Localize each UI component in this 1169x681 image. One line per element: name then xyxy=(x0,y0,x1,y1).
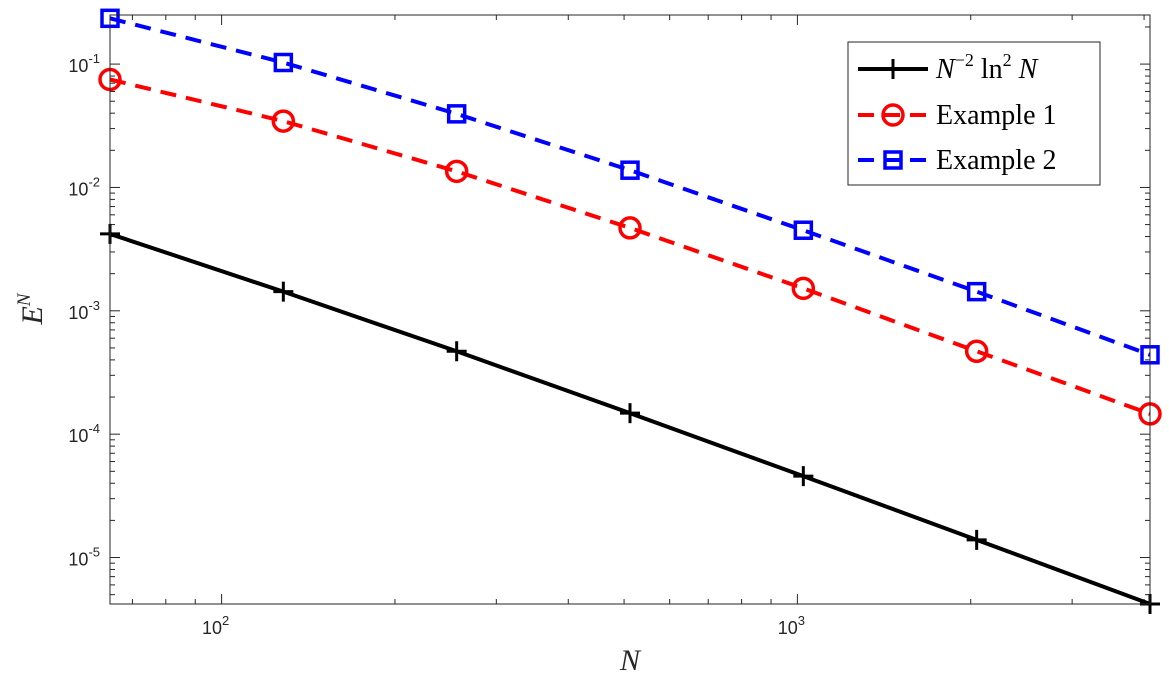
legend-entry-1-exp: −2 xyxy=(955,50,974,70)
legend-sample-2-marker xyxy=(881,103,905,127)
y-tick-label: 10-2 xyxy=(68,174,100,199)
x-tick-label-exp: 3 xyxy=(798,613,805,628)
series-3-point xyxy=(793,220,814,240)
y-tick-label: 10-1 xyxy=(68,51,100,76)
y-tick-label-base: 10 xyxy=(68,303,88,323)
series-1-point xyxy=(966,529,987,550)
y-axis-label: EN xyxy=(14,292,49,325)
plot-frame xyxy=(109,14,1151,605)
y-tick-label-exp: -5 xyxy=(88,545,100,560)
series-3-point xyxy=(620,160,640,180)
y-tick-label: 10-3 xyxy=(68,298,100,323)
y-tick-label-base: 10 xyxy=(68,179,88,199)
legend: N−2 ln2 N Example 1 Example 2 xyxy=(847,41,1101,186)
series-2 xyxy=(98,67,1162,426)
y-tick-label-base: 10 xyxy=(68,56,88,76)
legend-entry-1: N−2 ln2 N xyxy=(935,50,1039,85)
major-ticks xyxy=(110,15,1150,604)
legend-entry-1-ln-exp: 2 xyxy=(1003,50,1012,70)
series-1-point xyxy=(793,466,814,487)
series-2-point xyxy=(618,216,642,240)
x-tick-label-base: 10 xyxy=(778,618,798,638)
legend-sample-3-marker xyxy=(883,150,903,170)
series-2-point xyxy=(271,109,296,133)
x-axis-label: N xyxy=(619,644,642,677)
x-tick-label-exp: 2 xyxy=(222,613,229,628)
y-axis-label-base: E xyxy=(16,306,49,325)
y-tick-label-exp: -3 xyxy=(88,298,100,313)
legend-entry-3: Example 2 xyxy=(936,145,1057,176)
y-axis-label-superscript: N xyxy=(14,292,35,307)
legend-entry-1-tail: N xyxy=(1012,54,1039,85)
x-tick-label: 103 xyxy=(778,613,805,638)
series-1-point xyxy=(446,341,467,362)
series-1-point xyxy=(620,403,640,424)
legend-entry-1-ln: ln xyxy=(974,54,1003,85)
legend-entry-1-base: N xyxy=(935,54,956,85)
series-2-point xyxy=(791,276,816,301)
series-2-point xyxy=(444,159,469,184)
series-3-point xyxy=(273,52,294,73)
series-2-point xyxy=(964,339,989,364)
x-tick-label-base: 10 xyxy=(202,618,222,638)
legend-samples xyxy=(858,59,928,170)
legend-sample-1-marker xyxy=(883,59,903,79)
y-tick-label-base: 10 xyxy=(68,550,88,570)
x-tick-label: 102 xyxy=(202,613,229,638)
series-3-point xyxy=(966,281,987,302)
y-tick-label-exp: -4 xyxy=(88,421,100,436)
y-tick-label: 10-5 xyxy=(68,545,100,570)
y-tick-label-exp: -2 xyxy=(88,174,100,189)
y-tick-label-exp: -1 xyxy=(88,51,100,66)
y-tick-label: 10-4 xyxy=(68,421,100,446)
legend-entry-2: Example 1 xyxy=(936,100,1057,131)
series-1-point xyxy=(273,281,294,302)
y-tick-label-base: 10 xyxy=(68,426,88,446)
series-3-point xyxy=(446,104,467,124)
